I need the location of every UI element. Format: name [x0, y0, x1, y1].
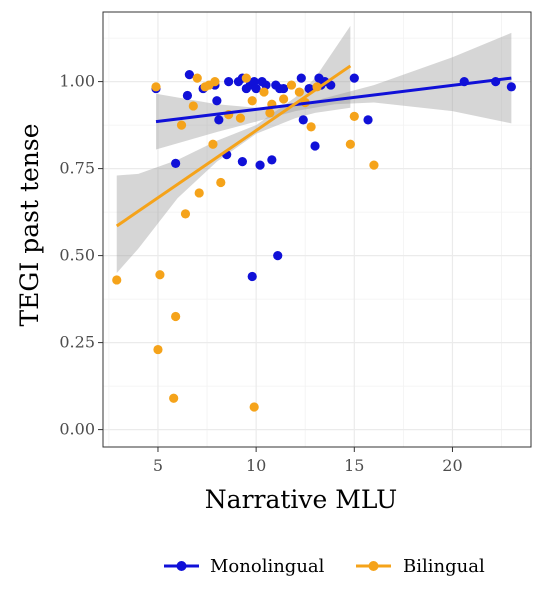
point-monolingual [255, 160, 265, 170]
point-bilingual [210, 77, 220, 87]
point-bilingual [247, 96, 257, 106]
x-axis-title: Narrative MLU [205, 485, 397, 514]
point-bilingual [169, 393, 179, 403]
point-bilingual [171, 311, 181, 322]
point-monolingual [237, 157, 247, 167]
data-points [112, 70, 516, 412]
point-monolingual [247, 271, 257, 282]
point-monolingual [279, 83, 289, 94]
trend-line-bilingual [115, 64, 352, 228]
point-bilingual [349, 111, 359, 121]
point-monolingual [267, 155, 277, 165]
x-tick-label: 10 [246, 456, 266, 475]
y-axis-title: TEGI past tense [15, 123, 44, 326]
legend-item-bilingual: Bilingual [356, 556, 485, 577]
point-bilingual [194, 188, 204, 198]
point-bilingual [176, 120, 187, 130]
point-monolingual [296, 73, 306, 83]
point-bilingual [345, 139, 355, 149]
point-monolingual [182, 90, 193, 101]
legend-item-monolingual: Monolingual [164, 556, 325, 577]
point-monolingual [224, 77, 234, 87]
point-monolingual [214, 115, 224, 125]
confidence-band-bilingual [116, 25, 351, 274]
x-axis-ticks: 5 10 15 20 [153, 447, 463, 475]
confidence-bands [116, 25, 512, 274]
point-monolingual [212, 96, 222, 106]
x-tick-label: 20 [442, 456, 462, 475]
point-bilingual [188, 101, 198, 111]
y-tick-label: 0.25 [59, 333, 95, 352]
point-bilingual [286, 80, 297, 90]
legend: Monolingual Bilingual [164, 556, 485, 577]
point-bilingual [180, 209, 191, 219]
point-bilingual [235, 113, 246, 123]
point-bilingual [369, 160, 379, 170]
point-monolingual [363, 115, 373, 125]
point-monolingual [298, 115, 308, 125]
point-bilingual [208, 139, 218, 149]
point-monolingual [184, 70, 194, 80]
point-bilingual [249, 402, 259, 412]
point-monolingual [171, 158, 181, 168]
point-monolingual [251, 83, 261, 94]
legend-label-monolingual: Monolingual [210, 556, 325, 577]
point-bilingual [279, 94, 289, 104]
point-bilingual [241, 73, 251, 83]
point-bilingual [294, 87, 304, 97]
legend-key-point-monolingual [176, 561, 187, 571]
point-bilingual [265, 108, 275, 118]
point-monolingual [349, 73, 359, 83]
point-monolingual [310, 141, 320, 151]
y-tick-label: 0.50 [59, 246, 95, 265]
y-tick-label: 0.00 [59, 420, 95, 439]
point-monolingual [249, 77, 259, 87]
point-bilingual [306, 122, 316, 132]
point-monolingual [261, 80, 271, 90]
point-bilingual [112, 275, 122, 285]
x-tick-label: 15 [344, 456, 364, 475]
point-bilingual [151, 82, 161, 92]
point-bilingual [192, 73, 202, 83]
y-axis-ticks: 0.00 0.25 0.50 0.75 1.00 [59, 72, 103, 439]
point-monolingual [506, 82, 516, 92]
plot-border [102, 11, 532, 448]
x-tick-label: 5 [153, 456, 163, 475]
y-tick-label: 1.00 [59, 72, 95, 91]
legend-key-point-bilingual [368, 561, 379, 571]
trend-lines [115, 64, 512, 228]
point-bilingual [155, 270, 165, 280]
confidence-band-monolingual [156, 32, 512, 150]
point-bilingual [153, 344, 163, 355]
trend-line-monolingual [155, 76, 512, 124]
legend-label-bilingual: Bilingual [403, 556, 485, 577]
point-monolingual [273, 251, 283, 261]
y-tick-label: 0.75 [59, 159, 95, 178]
point-bilingual [259, 87, 269, 97]
point-bilingual [216, 177, 226, 188]
